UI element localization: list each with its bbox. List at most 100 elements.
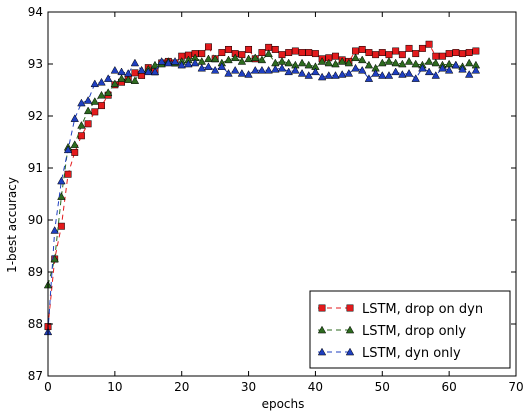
data-point-0-40 [311, 50, 319, 58]
data-point-1-51 [384, 57, 394, 65]
y-tick-label: 94 [28, 5, 43, 19]
data-point-2-11 [117, 67, 126, 76]
y-tick-label: 92 [28, 109, 43, 123]
x-tick-label: 70 [508, 380, 523, 394]
legend-marker-2 [317, 347, 327, 356]
data-point-2-41 [317, 72, 327, 81]
data-point-0-30 [245, 45, 253, 53]
data-point-0-38 [298, 49, 306, 57]
data-point-1-6 [83, 106, 93, 115]
data-point-2-39 [304, 71, 313, 79]
data-point-1-31 [251, 53, 260, 62]
data-point-2-44 [337, 70, 347, 78]
y-tick-label: 87 [28, 369, 43, 383]
data-point-2-22 [190, 58, 200, 67]
data-point-0-24 [205, 43, 212, 51]
data-point-2-55 [411, 74, 420, 82]
data-point-0-43 [332, 52, 339, 60]
data-point-2-59 [438, 63, 447, 72]
data-point-1-43 [331, 59, 340, 68]
data-point-0-27 [225, 45, 232, 53]
data-point-1-63 [464, 58, 474, 67]
data-point-2-24 [204, 62, 213, 70]
legend-marker-1 [345, 325, 355, 334]
data-point-0-57 [425, 40, 433, 48]
data-point-0-50 [378, 49, 386, 57]
data-point-2-64 [471, 65, 481, 74]
data-point-1-32 [257, 55, 267, 64]
data-point-0-29 [238, 51, 246, 59]
data-point-2-6 [83, 96, 93, 104]
data-point-0-53 [398, 51, 406, 59]
data-point-2-3 [63, 145, 73, 154]
data-point-1-13 [130, 76, 140, 84]
legend-marker-2 [345, 347, 355, 356]
data-point-0-32 [258, 49, 266, 57]
data-point-0-26 [218, 49, 226, 57]
data-point-0-62 [459, 50, 466, 58]
data-point-2-38 [297, 69, 307, 77]
data-point-2-23 [197, 63, 206, 72]
data-point-2-62 [458, 64, 467, 73]
data-point-2-8 [97, 77, 106, 86]
data-point-0-46 [352, 47, 359, 55]
data-point-2-14 [137, 65, 146, 74]
data-point-2-31 [251, 65, 260, 74]
y-tick-label: 91 [28, 161, 43, 175]
data-point-2-58 [431, 71, 440, 79]
data-point-0-47 [358, 45, 366, 53]
legend-label-0: LSTM, drop on dyn [362, 302, 483, 317]
legend-box [309, 290, 511, 369]
data-point-2-56 [418, 63, 427, 72]
y-axis-label: 1-best accuracy [5, 177, 19, 273]
data-point-2-10 [110, 65, 120, 74]
data-point-2-32 [257, 65, 267, 74]
data-point-2-34 [271, 64, 280, 73]
data-point-1-58 [431, 58, 440, 67]
data-point-1-50 [378, 58, 387, 67]
data-point-2-45 [344, 69, 354, 77]
data-point-1-39 [304, 60, 313, 69]
data-point-0-6 [84, 120, 92, 128]
data-point-0-58 [432, 52, 440, 60]
data-point-1-2 [57, 192, 66, 200]
data-point-1-46 [351, 53, 360, 62]
plot-frame [47, 11, 517, 377]
data-point-2-30 [244, 70, 253, 78]
data-point-0-5 [77, 132, 85, 140]
axes: 0 10 20 30 40 50 60 70 87 88 89 90 91 92 93 94 [28, 5, 524, 394]
data-point-2-9 [103, 74, 113, 82]
y-tick-label: 89 [28, 265, 43, 279]
data-point-2-63 [464, 70, 474, 78]
data-point-1-57 [424, 57, 434, 65]
data-point-1-30 [244, 54, 253, 63]
data-point-0-49 [372, 51, 380, 59]
data-point-2-42 [324, 71, 334, 79]
data-point-0-4 [71, 148, 79, 156]
data-point-0-52 [392, 47, 400, 55]
y-tick-label: 88 [28, 317, 43, 331]
data-point-2-1 [50, 226, 59, 234]
data-point-2-48 [364, 74, 374, 82]
data-point-2-15 [144, 67, 153, 76]
data-point-1-52 [391, 58, 400, 67]
data-point-1-8 [97, 90, 106, 99]
data-point-2-18 [164, 58, 173, 67]
data-point-1-35 [277, 57, 287, 65]
data-point-2-21 [184, 59, 193, 68]
data-point-1-9 [103, 88, 113, 96]
data-point-0-64 [472, 47, 480, 55]
data-point-2-51 [384, 71, 394, 79]
data-point-0-56 [418, 44, 426, 52]
data-point-0-48 [365, 49, 373, 57]
data-point-2-47 [358, 65, 367, 74]
data-point-1-24 [204, 54, 213, 63]
data-point-1-42 [324, 58, 334, 67]
data-point-1-4 [70, 140, 79, 148]
legend-label-1: LSTM, drop only [362, 324, 466, 339]
data-point-2-33 [264, 65, 273, 74]
data-point-1-44 [337, 57, 347, 65]
data-point-1-53 [398, 59, 407, 68]
data-point-2-52 [391, 67, 400, 76]
